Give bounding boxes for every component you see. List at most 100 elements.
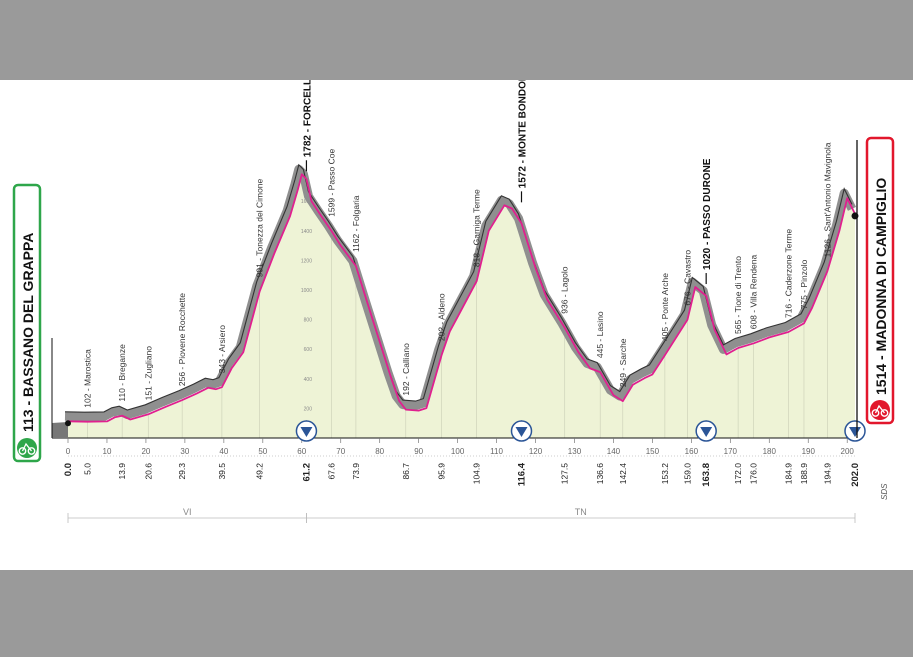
place-label: 256 - Piovene Rocchette [177,293,187,386]
elevation-tick-label: 1000 [301,288,312,294]
distance-label: 95.9 [437,463,447,480]
km-tick-label: 0 [66,447,71,456]
gpm-triangle-icon [515,427,528,437]
place-label: 936 - Lagolo [560,266,570,314]
distance-label: 29.3 [177,463,187,480]
start-badge-icon [17,438,37,458]
distance-label: 142.4 [618,463,628,485]
elevation-tick-label: 1600 [301,199,312,205]
finish-badge [865,136,895,425]
start-label: 113 - BASSANO DEL GRAPPA [20,233,36,432]
km-tick-label: 180 [763,447,777,456]
gpm-triangle-icon [700,427,713,437]
km-tick-label: 20 [141,447,150,456]
km-tick-label: 120 [529,447,543,456]
distance-label: 159.0 [682,463,692,485]
km-tick-label: 60 [297,447,306,456]
km-tick-label: 150 [646,447,660,456]
place-label: 991 - Tonezza del Cimone [255,178,265,277]
bike-frame-icon [874,404,886,414]
sds-logo: SDS [880,483,889,500]
place-label: 445 - Lasino [595,311,605,358]
elevation-tick-label: 1400 [301,229,312,235]
distance-label: 116.4 [516,462,527,486]
gpm-triangle-icon [300,427,313,437]
distance-label: 73.9 [351,463,361,480]
elevation-tick-label: 400 [304,377,313,383]
place-label: 565 - Tione di Trento [733,256,743,334]
distance-label: 194.9 [822,463,832,485]
distance-label: 0.0 [63,463,74,476]
km-tick-label: 200 [841,447,855,456]
place-label: 110 - Breganze [117,344,127,402]
profile-fill [68,174,855,439]
bike-frame-icon [21,442,33,452]
km-tick-label: 40 [219,447,228,456]
place-label: 151 - Zugliano [143,346,153,401]
km-tick-label: 30 [180,447,189,456]
place-label: 716 - Caderzone Terme [783,229,793,318]
province-label: TN [575,507,587,517]
bike-wheel-icon [18,447,27,455]
bike-wheel-icon [27,447,36,455]
km-tick-label: 70 [336,447,345,456]
place-label: 343 - Arsiero [217,325,227,373]
place-label: 608 - Villa Rendena [749,254,759,329]
km-tick-label: 50 [258,447,267,456]
km-tick-label: 90 [414,447,423,456]
start-block [52,422,68,438]
distance-label: 39.5 [217,463,227,480]
summit-label: 1572 - MONTE BONDONE [517,80,528,188]
road-line [67,173,856,423]
km-tick-label: 190 [802,447,816,456]
summit-label: 1782 - FORCELLA VALBONA [302,80,313,157]
place-label: 249 - Sarche [618,338,628,387]
km-tick-label: 100 [451,447,465,456]
distance-label: 104.9 [472,463,482,485]
place-label: 405 - Ponte Arche [660,273,670,341]
place-label: 775 - Pinzolo [799,259,809,309]
finish-label: 1514 - MADONNA DI CAMPIGLIO [873,178,889,395]
climb-shading [64,164,857,422]
km-tick-label: 140 [607,447,621,456]
gpm-triangle-icon [849,427,861,437]
distance-label: 127.5 [560,463,570,485]
place-label: 102 - Marostica [82,349,92,408]
place-label: 676 - Cavastro [682,250,692,306]
distance-label: 86.7 [401,463,411,480]
elevation-tick-label: 800 [304,318,313,324]
bike-wheel-icon [871,409,880,417]
km-tick-label: 170 [724,447,738,456]
distance-label: 188.9 [799,463,809,485]
distance-label: 61.2 [301,463,312,482]
distance-label: 153.2 [660,463,670,485]
place-label: 1126 - Sant'Antonio Mavignola [822,142,832,257]
distance-label: 49.2 [255,463,265,480]
stage-profile-panel: 200 400 600 800 1000 1200 1400 1600 102 - Maros… [0,80,913,570]
distance-label: 176.0 [749,463,759,485]
place-label: 1599 - Passo Coe [326,148,336,216]
km-tick-label: 110 [490,447,503,456]
distance-label: 136.6 [595,463,605,485]
bike-wheel-icon [880,409,889,417]
distance-label: 20.6 [143,463,153,480]
distance-label: 172.0 [733,463,743,485]
elevation-tick-label: 200 [304,406,313,412]
elevation-tick-label: 1200 [301,258,312,264]
elevation-tick-label: 600 [304,347,313,353]
distance-label: 67.6 [326,463,336,480]
distance-label: 202.0 [850,463,861,487]
place-label: 1162 - Folgaria [351,195,361,252]
province-label: VI [183,507,192,517]
start-badge [12,183,42,463]
km-tick-label: 130 [568,447,582,456]
distance-label: 163.8 [701,463,712,487]
start-dot [65,420,71,427]
distance-label: 5.0 [82,463,92,475]
distance-label: 13.9 [117,463,127,480]
distance-label: 184.9 [783,463,793,485]
km-tick-label: 80 [375,447,384,456]
place-label: 192 - Calliano [401,343,411,396]
km-tick-label: 160 [685,447,699,456]
